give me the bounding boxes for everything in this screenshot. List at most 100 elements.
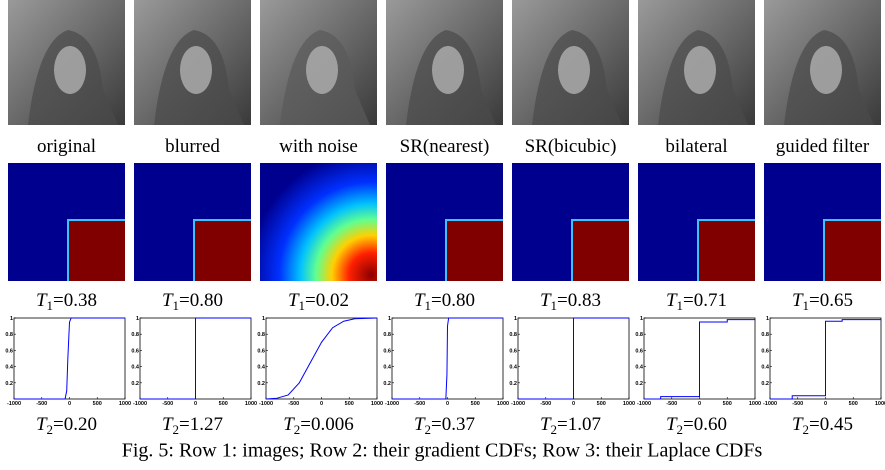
y-tick-label: 0.6 [761, 348, 769, 354]
image-label: bilateral [665, 136, 727, 157]
metric-subscript: 1 [47, 298, 54, 313]
y-tick-label: 1 [388, 316, 391, 322]
t2-text: T2=0.37 [414, 414, 475, 437]
y-tick-label: 1 [640, 316, 643, 322]
metric-subscript: 2 [47, 422, 54, 437]
equals: = [809, 414, 820, 435]
image-label: with noise [279, 136, 358, 157]
y-tick-label: 0.2 [509, 381, 517, 387]
equals: = [179, 414, 190, 435]
image-label: SR(nearest) [400, 136, 490, 157]
photo-face [180, 46, 212, 94]
y-tick-label: 0.2 [635, 381, 643, 387]
metric-subscript: 1 [173, 298, 180, 313]
y-tick-label: 0.4 [5, 365, 14, 371]
y-tick-label: 0.8 [509, 332, 517, 338]
x-tick-label: -500 [414, 401, 425, 407]
metric-symbol: T [792, 414, 804, 435]
equals: = [431, 414, 442, 435]
photo-face [54, 46, 86, 94]
y-tick-label: 0.6 [383, 348, 391, 354]
t1-text: T1=0.02 [288, 290, 349, 313]
y-tick-label: 0.8 [5, 332, 13, 338]
y-tick-label: 0.6 [5, 348, 13, 354]
photo-face [684, 46, 716, 94]
metric-symbol: T [36, 290, 48, 311]
gradient-block [699, 221, 755, 281]
x-tick-label: 1000 [119, 401, 131, 407]
t1-text: T1=0.83 [540, 290, 601, 313]
y-tick-label: 1 [136, 316, 139, 322]
t2-value: 0.006 [311, 414, 354, 435]
t1-text: T1=0.80 [162, 290, 223, 313]
y-tick-label: 0.4 [509, 365, 518, 371]
metric-symbol: T [162, 290, 174, 311]
cdf-curve [644, 319, 755, 400]
y-tick-label: 0.2 [257, 381, 265, 387]
y-tick-label: 0.4 [635, 365, 644, 371]
cdf-curve [518, 317, 629, 400]
t1-text: T1=0.71 [666, 290, 727, 313]
y-tick-label: 1 [766, 316, 769, 322]
y-tick-label: 0.2 [761, 381, 769, 387]
cdf-curve [392, 317, 503, 400]
metric-subscript: 1 [803, 298, 810, 313]
y-tick-label: 0.2 [5, 381, 13, 387]
gradient-block [69, 221, 125, 281]
equals: = [53, 290, 64, 311]
t2-text: T2=1.07 [540, 414, 601, 437]
y-tick-label: 1 [514, 316, 517, 322]
y-tick-label: 0.8 [257, 332, 265, 338]
t2-value: 1.27 [190, 414, 223, 435]
y-tick-label: 0.6 [131, 348, 139, 354]
metric-symbol: T [36, 414, 48, 435]
y-tick-label: 0.4 [257, 365, 266, 371]
metric-subscript: 2 [551, 422, 558, 437]
photo-face [432, 46, 464, 94]
metric-symbol: T [540, 290, 552, 311]
equals: = [53, 414, 64, 435]
y-tick-label: 0.8 [761, 332, 769, 338]
equals: = [809, 290, 820, 311]
x-tick-label: -1000 [133, 401, 147, 407]
gradient-block [825, 221, 881, 281]
metric-symbol: T [540, 414, 552, 435]
x-tick-label: 0 [194, 401, 197, 407]
x-tick-label: 0 [68, 401, 71, 407]
cdf-curve [770, 319, 881, 400]
t2-value: 0.60 [694, 414, 727, 435]
t2-text: T2=0.45 [792, 414, 853, 437]
t2-text: T2=0.60 [666, 414, 727, 437]
metric-symbol: T [288, 290, 300, 311]
y-tick-label: 0.4 [131, 365, 140, 371]
gradient-map [260, 163, 377, 281]
t1-text: T1=0.38 [36, 290, 97, 313]
t1-value: 0.83 [568, 290, 601, 311]
x-tick-label: 0 [320, 401, 323, 407]
x-tick-label: 500 [849, 401, 858, 407]
metric-symbol: T [666, 290, 678, 311]
t2-text: T2=0.20 [36, 414, 97, 437]
t1-value: 0.80 [442, 290, 475, 311]
t2-value: 1.07 [568, 414, 601, 435]
x-tick-label: -1000 [637, 401, 651, 407]
t2-text: T2=0.006 [283, 414, 354, 437]
t2-text: T2=1.27 [162, 414, 223, 437]
t2-value: 0.37 [442, 414, 475, 435]
x-tick-label: 1000 [371, 401, 383, 407]
x-tick-label: 0 [824, 401, 827, 407]
cdf-curve [265, 317, 378, 400]
gradient-block [573, 221, 629, 281]
metric-subscript: 1 [425, 298, 432, 313]
x-tick-label: 0 [446, 401, 449, 407]
y-tick-label: 0.4 [761, 365, 770, 371]
equals: = [431, 290, 442, 311]
metric-symbol: T [792, 290, 804, 311]
x-tick-label: -500 [36, 401, 47, 407]
metric-symbol: T [666, 414, 678, 435]
metric-subscript: 2 [803, 422, 810, 437]
x-tick-label: 1000 [497, 401, 509, 407]
x-tick-label: 1000 [749, 401, 761, 407]
photo-face [810, 46, 842, 94]
